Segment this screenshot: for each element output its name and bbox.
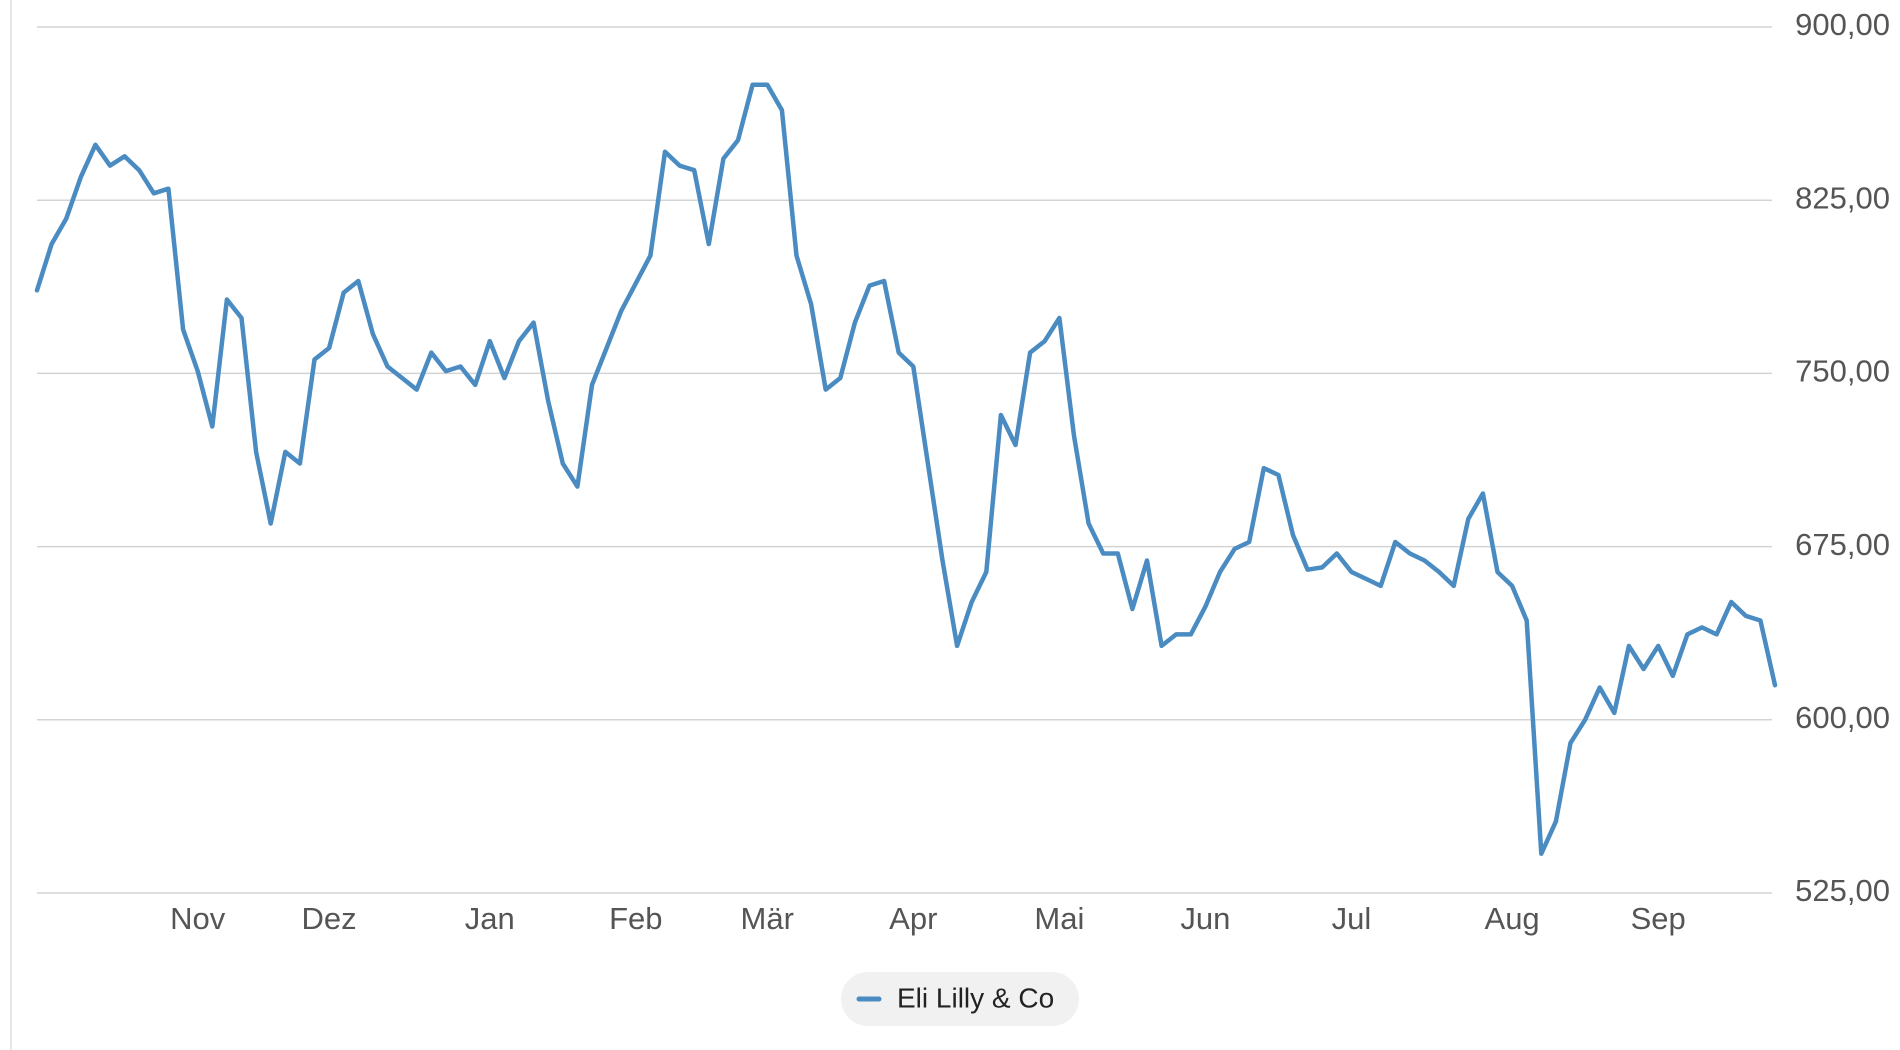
x-tick-label: Jul xyxy=(1332,901,1372,936)
y-tick-label: 525,00 xyxy=(1795,873,1890,908)
x-tick-label: Sep xyxy=(1631,901,1686,936)
x-tick-label: Apr xyxy=(889,901,937,936)
x-tick-label: Nov xyxy=(170,901,226,936)
y-tick-label: 900,00 xyxy=(1795,7,1890,42)
legend-label[interactable]: Eli Lilly & Co xyxy=(897,982,1054,1013)
x-tick-label: Dez xyxy=(302,901,357,936)
legend-pill[interactable] xyxy=(841,972,1079,1026)
price-line xyxy=(34,82,1778,856)
y-tick-label: 750,00 xyxy=(1795,354,1890,389)
y-tick-label: 675,00 xyxy=(1795,527,1890,562)
x-tick-label: Jun xyxy=(1180,901,1230,936)
x-tick-label: Mär xyxy=(741,901,794,936)
x-tick-label: Jan xyxy=(465,901,515,936)
x-tick-label: Mai xyxy=(1034,901,1084,936)
x-tick-label: Aug xyxy=(1485,901,1540,936)
x-tick-label: Feb xyxy=(609,901,662,936)
y-tick-label: 825,00 xyxy=(1795,180,1890,215)
y-tick-label: 600,00 xyxy=(1795,700,1890,735)
legend-item[interactable]: Eli Lilly & Co xyxy=(841,972,1079,1026)
